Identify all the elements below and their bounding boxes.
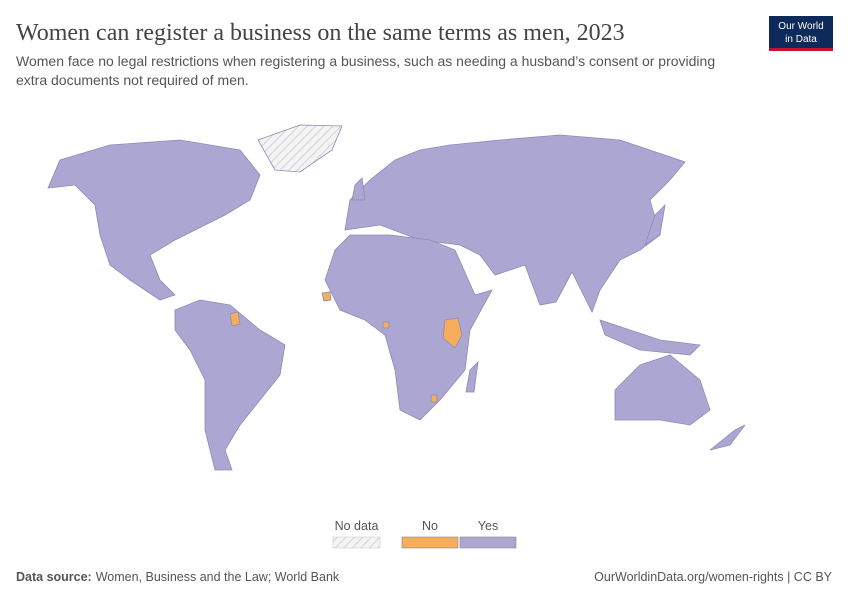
new-zealand[interactable]	[709, 424, 746, 451]
logo-box	[769, 16, 833, 50]
north-america[interactable]	[47, 139, 261, 301]
url[interactable]: OurWorldinData.org/women-rights | CC BY	[594, 570, 832, 584]
subtitle: extra documents not required of men.	[16, 72, 249, 88]
legend-label: Yes	[478, 519, 498, 533]
source-label: Data source:	[16, 570, 92, 584]
legend-label: No data	[335, 519, 379, 533]
uk[interactable]	[351, 177, 366, 201]
japan[interactable]	[644, 203, 666, 246]
title: Women can register a business on the sam…	[16, 20, 625, 46]
eurasia[interactable]	[344, 134, 686, 314]
legend-swatch	[332, 536, 381, 549]
guyana[interactable]	[229, 311, 241, 327]
logo-text: Our World	[778, 21, 823, 32]
map	[47, 124, 746, 471]
south-america[interactable]	[174, 299, 286, 471]
source: Women, Business and the Law; World Bank	[96, 570, 340, 584]
kenya[interactable]	[442, 317, 463, 349]
legend-swatch	[401, 536, 459, 549]
eq-guinea[interactable]	[382, 321, 390, 329]
logo[interactable]: Our World in Data	[769, 16, 833, 51]
indonesia[interactable]	[599, 319, 701, 356]
subtitle: Women face no legal restrictions when re…	[16, 53, 715, 69]
sierra-leone[interactable]	[321, 291, 332, 302]
legend-swatch	[459, 536, 517, 549]
eswatini[interactable]	[430, 394, 438, 403]
greenland[interactable]	[257, 124, 343, 173]
logo-text: in Data	[785, 34, 817, 45]
logo-bar	[769, 48, 833, 51]
australia[interactable]	[614, 354, 711, 426]
legend-label: No	[422, 519, 438, 533]
legend: No data No Yes	[332, 519, 517, 549]
madagascar[interactable]	[465, 360, 479, 393]
africa[interactable]	[324, 234, 493, 421]
